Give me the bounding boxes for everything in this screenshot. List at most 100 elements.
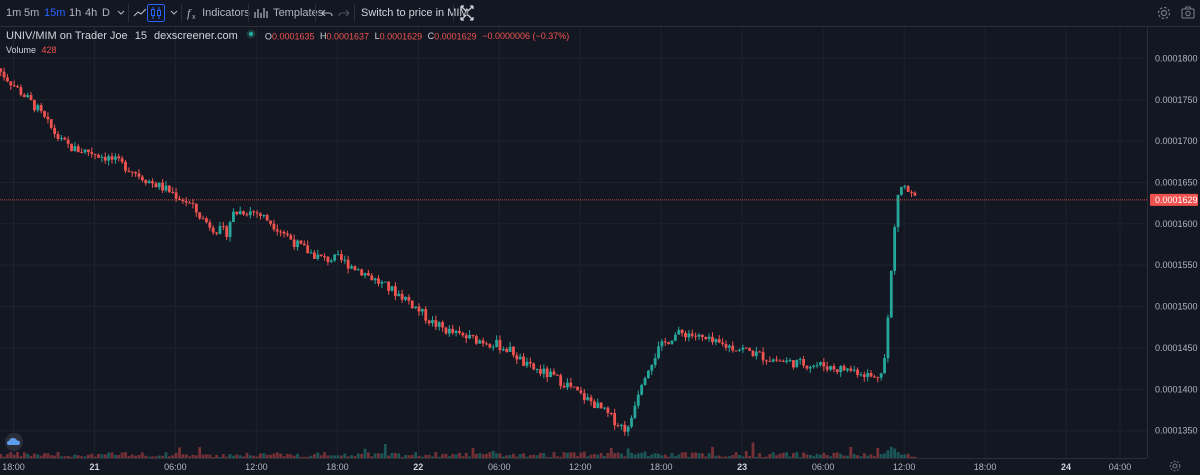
volume-bar xyxy=(903,454,907,458)
volume-bar xyxy=(272,453,276,458)
candle-body xyxy=(387,281,391,291)
candle-body xyxy=(296,240,299,248)
candle-body xyxy=(191,202,195,204)
interval-5m[interactable]: 5m xyxy=(24,7,40,19)
volume-bar xyxy=(910,456,913,458)
volume-bar xyxy=(555,456,559,458)
candle-body xyxy=(846,368,849,371)
volume-bar xyxy=(525,456,529,458)
candle-body xyxy=(242,211,245,215)
volume-bar xyxy=(164,452,168,458)
interval-1m[interactable]: 1m xyxy=(6,7,22,19)
volume-bar xyxy=(113,454,117,458)
volume-bar xyxy=(815,453,819,458)
cloud-logo[interactable] xyxy=(5,433,23,451)
candle-body xyxy=(734,350,738,352)
switch-price-button[interactable]: Switch to price in MIM xyxy=(361,7,469,19)
candle-body xyxy=(677,329,681,335)
candle-body xyxy=(566,382,569,388)
volume-bar xyxy=(232,455,235,458)
volume-bar xyxy=(900,454,903,458)
candle-body xyxy=(889,270,893,318)
interval-d[interactable]: D xyxy=(102,7,110,19)
candle-body xyxy=(491,346,495,348)
candle-body xyxy=(518,356,522,360)
candle-body xyxy=(650,365,654,371)
interval-4h[interactable]: 4h xyxy=(85,7,98,19)
chart-style-line[interactable] xyxy=(133,0,147,26)
candle-body xyxy=(603,407,606,409)
symbol-name[interactable]: UNIV/MIM on Trader Joe xyxy=(6,30,128,43)
candle-body xyxy=(805,365,809,369)
volume-bar xyxy=(211,456,215,458)
volume-bar xyxy=(269,454,272,458)
time-axis[interactable]: 18:00 21 06:00 12:00 18:00 22 06:00 12:00 18:00 2… xyxy=(2,462,1131,472)
volume-bar xyxy=(859,456,863,458)
interval-1h[interactable]: 1h xyxy=(69,7,82,19)
candle-body xyxy=(147,181,151,184)
candle-body xyxy=(653,358,657,366)
price-chart[interactable]: 0.0001800 0.0001750 0.0001700 0.0001650 0.00… xyxy=(0,27,1200,475)
undo-button[interactable] xyxy=(321,0,333,26)
volume-bar xyxy=(225,456,229,458)
volume-bar xyxy=(498,453,502,458)
candle-icon xyxy=(147,4,165,22)
volume-bar xyxy=(76,455,80,458)
volume-bar xyxy=(518,453,522,458)
volume-bar xyxy=(768,454,772,458)
volume-bar xyxy=(221,454,225,458)
volume-bar xyxy=(370,456,374,458)
interval-value: 15 xyxy=(134,30,147,43)
candle-body xyxy=(582,393,586,400)
volume-bar xyxy=(464,452,468,458)
chart-style-dropdown[interactable] xyxy=(170,0,178,26)
volume-bar xyxy=(171,455,175,458)
settings-button[interactable] xyxy=(1157,0,1171,26)
volume-bar xyxy=(59,456,63,458)
volume-bar xyxy=(808,454,812,458)
volume-bar xyxy=(19,456,23,458)
fullscreen-icon xyxy=(460,5,474,21)
volume-bar xyxy=(805,454,809,458)
chart-style-candles[interactable] xyxy=(147,0,165,26)
interval-15m[interactable]: 15m xyxy=(44,7,66,19)
candle-body xyxy=(215,232,218,234)
volume-bar xyxy=(103,454,107,458)
change-value: −0.0000006 (−0.37%) xyxy=(482,31,570,42)
redo-button[interactable] xyxy=(338,0,350,26)
candle-body xyxy=(113,156,117,160)
toolbar-divider xyxy=(128,4,129,22)
candle-body xyxy=(329,260,333,262)
candle-body xyxy=(431,320,434,324)
volume-bar xyxy=(741,456,745,458)
templates-button[interactable]: Templates xyxy=(254,0,323,26)
candle-body xyxy=(616,425,620,427)
volume-bar xyxy=(559,456,563,458)
candle-body xyxy=(788,360,792,362)
volume-bar xyxy=(130,454,134,458)
price-axis[interactable]: 0.0001800 0.0001750 0.0001700 0.0001650 0.00… xyxy=(1155,53,1198,435)
interval-dropdown[interactable] xyxy=(117,0,125,26)
candle-body xyxy=(248,211,252,216)
volume-bar xyxy=(606,452,610,458)
time-axis-settings-icon[interactable] xyxy=(1169,460,1181,472)
last-price-label: 0.0001629 xyxy=(1150,193,1198,206)
candle-body xyxy=(623,424,627,432)
candle-body xyxy=(140,176,144,181)
candle-body xyxy=(302,243,306,246)
volume-bar xyxy=(360,454,364,458)
fullscreen-button[interactable] xyxy=(460,0,474,26)
candle-body xyxy=(2,71,6,78)
volume-bar xyxy=(147,456,151,458)
candle-body xyxy=(417,306,421,312)
volume-bar xyxy=(451,454,455,458)
candle-body xyxy=(754,351,758,356)
time-tick-label: 12:00 xyxy=(245,462,268,472)
screenshot-button[interactable] xyxy=(1181,0,1195,26)
volume-bar xyxy=(208,454,212,458)
time-tick-label: 22 xyxy=(413,462,423,472)
volume-bar xyxy=(238,455,242,458)
candle-body xyxy=(225,226,229,237)
volume-bar xyxy=(694,452,698,458)
